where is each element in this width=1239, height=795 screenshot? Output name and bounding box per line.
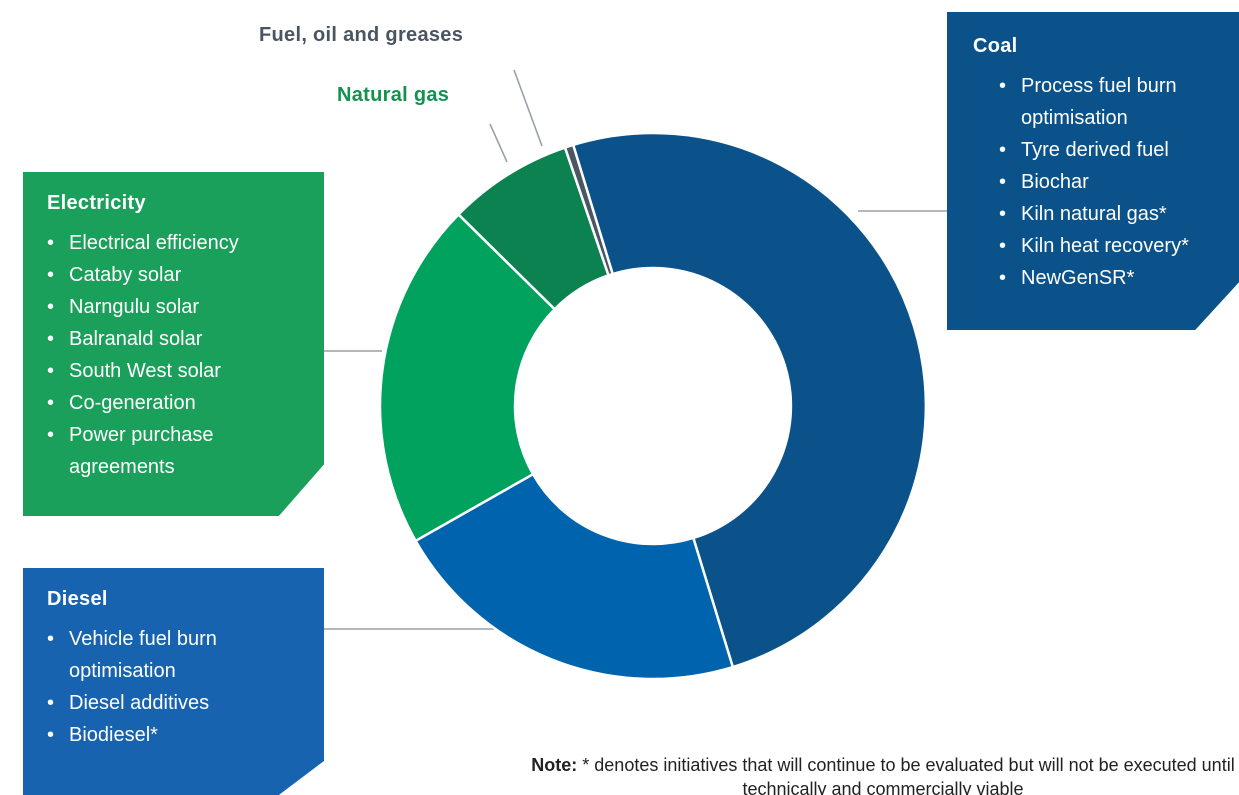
list-item: Electrical efficiency [47, 227, 324, 259]
fuel-oil-greases-label: Fuel, oil and greases [259, 24, 464, 46]
list-item: Process fuel burn optimisation [999, 70, 1239, 134]
coal-initiatives-list: Process fuel burn optimisation Tyre deri… [973, 70, 1239, 294]
list-item: Narngulu solar [47, 291, 324, 323]
list-item: Cataby solar [47, 259, 324, 291]
list-item: South West solar [47, 355, 324, 387]
slice-fuel-oil-and-greases [563, 143, 615, 277]
list-item: Biochar [999, 166, 1239, 198]
list-item: Balranald solar [47, 323, 324, 355]
footnote: Note: * denotes initiatives that will co… [513, 753, 1239, 795]
electricity-initiatives-list: Electrical efficiency Cataby solar Narng… [47, 227, 324, 483]
list-item: Kiln heat recovery* [999, 230, 1239, 262]
list-item: Vehicle fuel burn optimisation [47, 623, 324, 687]
footnote-text: * denotes initiatives that will continue… [577, 755, 1235, 795]
list-item: Biodiesel* [47, 719, 324, 751]
natural-gas-leader-line [489, 123, 508, 163]
list-item: Kiln natural gas* [999, 198, 1239, 230]
slice-electricity [378, 212, 557, 543]
diesel-callout: Diesel Vehicle fuel burn optimisation Di… [23, 568, 324, 795]
slice-coal [571, 131, 928, 669]
list-item: Co-generation [47, 387, 324, 419]
electricity-callout: Electricity Electrical efficiency Cataby… [23, 172, 324, 516]
coal-callout-title: Coal [973, 35, 1018, 57]
electricity-callout-title: Electricity [47, 192, 146, 214]
list-item: Tyre derived fuel [999, 134, 1239, 166]
fuel-oil-greases-leader-line [513, 69, 543, 147]
footnote-label: Note: [531, 755, 578, 775]
list-item: Diesel additives [47, 687, 324, 719]
coal-callout: Coal Process fuel burn optimisation Tyre… [947, 12, 1239, 330]
list-item: Power purchase agreements [47, 419, 324, 483]
diesel-callout-title: Diesel [47, 588, 108, 610]
list-item: NewGenSR* [999, 262, 1239, 294]
diesel-initiatives-list: Vehicle fuel burn optimisation Diesel ad… [47, 623, 324, 751]
natural-gas-label: Natural gas [337, 84, 450, 106]
slice-diesel [413, 472, 735, 681]
